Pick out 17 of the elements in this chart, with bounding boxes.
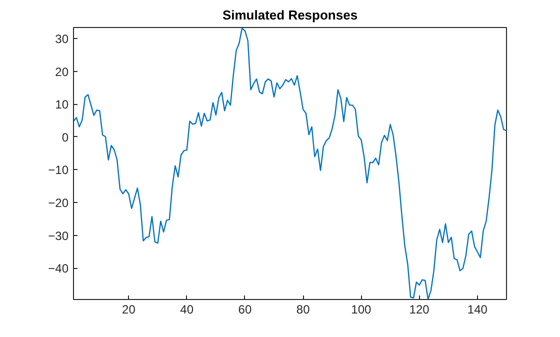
x-tick-label: 20 (122, 302, 136, 316)
x-tick-label: 140 (467, 302, 488, 316)
chart-title: Simulated Responses (222, 8, 358, 22)
y-tick-label: −30 (48, 228, 69, 243)
x-tick-label: 80 (296, 302, 310, 316)
y-tick-label: −20 (48, 196, 69, 210)
line-series (74, 28, 506, 300)
y-tick-label: 20 (55, 64, 69, 79)
y-tick-label: 10 (55, 98, 69, 112)
y-tick-label: −10 (48, 163, 69, 178)
y-tick-label: 0 (62, 130, 69, 144)
y-tick-label: 30 (55, 32, 69, 46)
x-tick-label: 120 (409, 302, 430, 316)
x-tick-label: 100 (351, 302, 372, 316)
y-tick-label: −40 (48, 262, 69, 276)
x-tick-label: 40 (180, 302, 194, 316)
x-tick-label: 60 (238, 302, 252, 316)
